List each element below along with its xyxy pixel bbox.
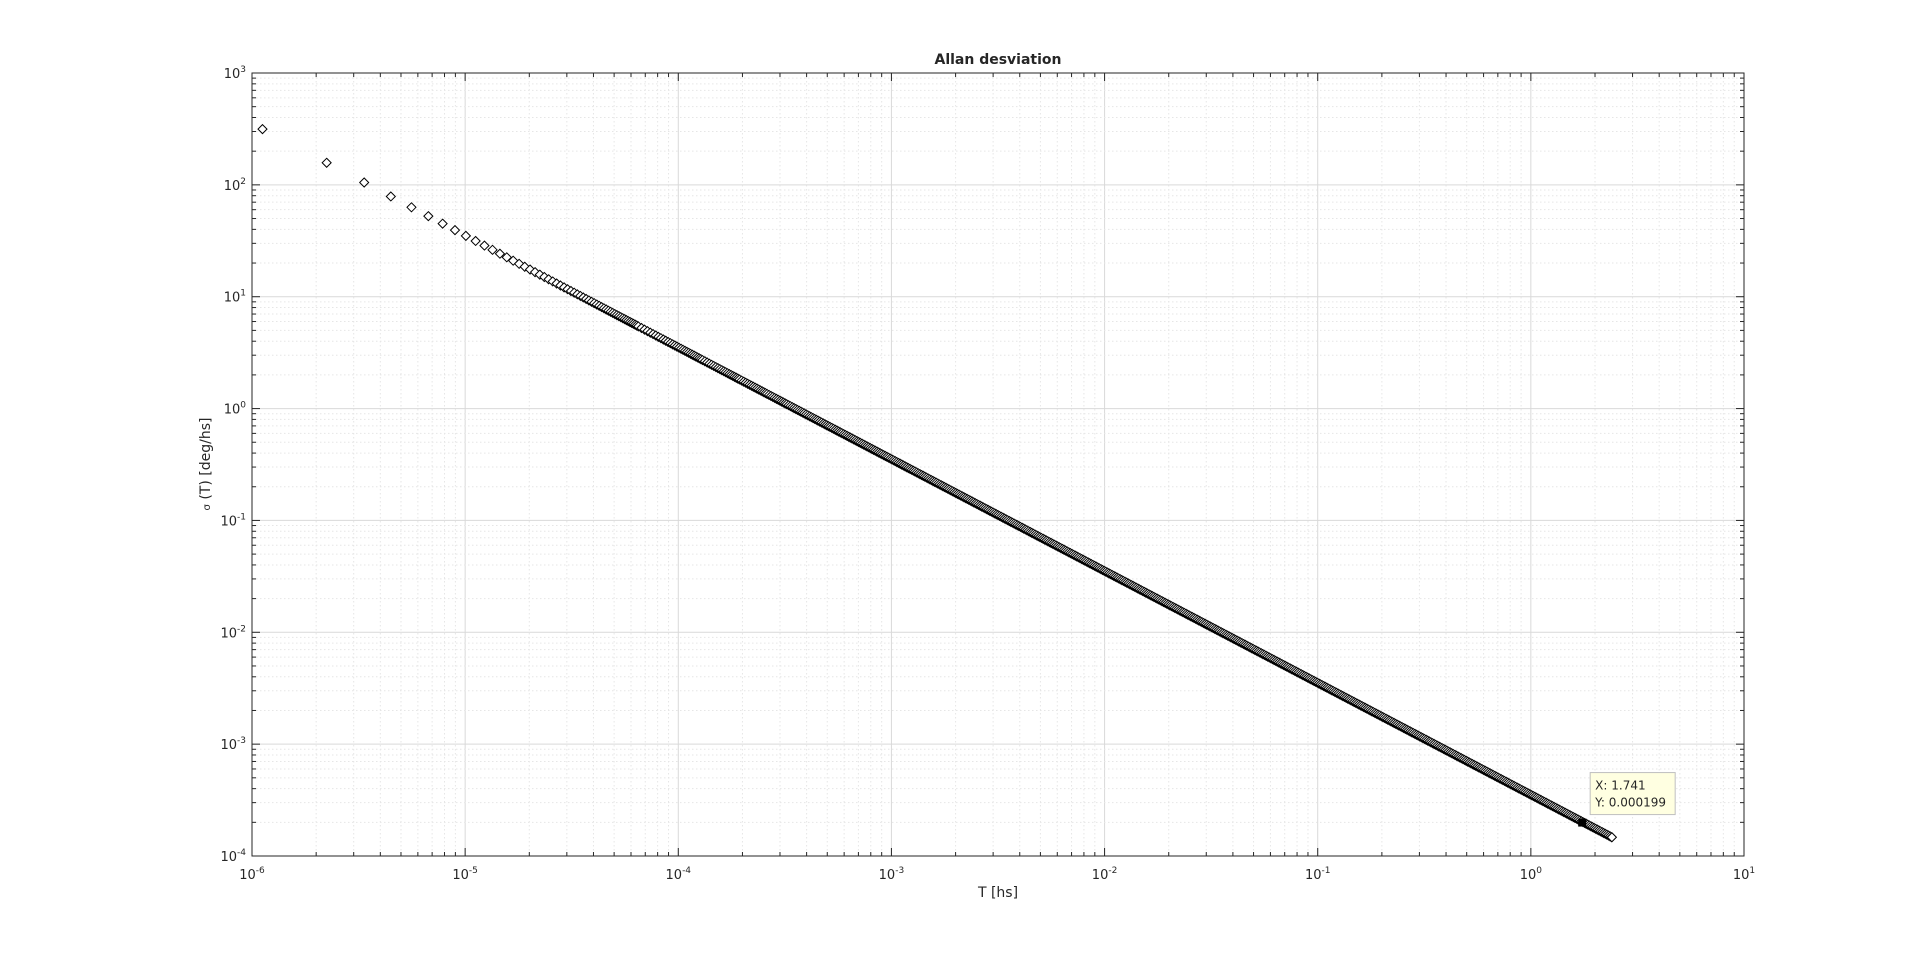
x-tick-label-base: 10 [239, 868, 256, 883]
data-point [487, 244, 498, 256]
y-axis-label: σ (T) [deg/hs] [198, 418, 214, 511]
y-tick-label-base: 10 [224, 403, 241, 418]
y-tick-label-base: 10 [220, 850, 237, 865]
data-point [406, 202, 417, 213]
y-tick-label-exponent: -2 [237, 624, 246, 634]
y-tick-label: 10-4 [220, 848, 246, 865]
x-tick-label-base: 10 [1092, 868, 1109, 883]
data-point [321, 157, 332, 168]
data-point [423, 210, 434, 222]
data-point [449, 224, 461, 236]
y-tick-label-exponent: 0 [240, 401, 246, 411]
grid-lines [252, 73, 1744, 856]
x-tick-label-base: 10 [666, 868, 683, 883]
y-tick-label: 103 [224, 65, 246, 82]
x-tick-label-exponent: -5 [469, 866, 478, 876]
data-tip[interactable]: X: 1.741 Y: 0.000199 [1578, 772, 1676, 827]
data-point [513, 258, 525, 270]
y-tick-label-exponent: 3 [240, 65, 246, 75]
data-point [524, 264, 536, 275]
x-tick-label-base: 10 [452, 868, 469, 883]
x-tick-label: 10-6 [239, 866, 265, 883]
y-tick-label-exponent: -4 [237, 848, 246, 858]
data-markers [257, 123, 1618, 843]
x-tick-label-base: 10 [1733, 868, 1750, 883]
data-point [494, 248, 506, 259]
x-tick-label: 101 [1733, 866, 1755, 883]
data-point [470, 235, 481, 247]
y-tick-label-base: 10 [224, 179, 241, 194]
y-tick-label: 10-3 [220, 736, 246, 753]
axes-box [251, 72, 1745, 857]
data-point [460, 230, 472, 242]
data-point [507, 255, 519, 266]
x-tick-label: 10-4 [666, 866, 692, 883]
x-tick-label: 10-5 [452, 866, 478, 883]
data-point [519, 261, 530, 272]
data-point [385, 191, 397, 202]
x-tick-label-base: 10 [1305, 868, 1322, 883]
data-point [534, 269, 546, 280]
y-tick-label: 10-2 [220, 624, 246, 641]
x-tick-label: 10-3 [879, 866, 905, 883]
data-point [1606, 832, 1618, 843]
x-tick-label-base: 10 [879, 868, 896, 883]
y-tick-label-exponent: 1 [240, 289, 246, 299]
y-tick-label-exponent: 2 [240, 177, 246, 187]
x-tick-label-exponent: -2 [1108, 866, 1117, 876]
x-tick-label-exponent: -1 [1321, 866, 1330, 876]
y-tick-label-base: 10 [220, 514, 237, 529]
x-axis-label: T [hs] [977, 885, 1018, 901]
datatip-box [1589, 772, 1676, 816]
y-tick-label-exponent: -1 [237, 512, 246, 522]
data-point [257, 123, 268, 135]
tick-labels: 10-6 10-5 10-4 10-3 10-2 10-1 100 10110-410-310… [220, 65, 1755, 883]
y-axis-label-symbol: σ [202, 503, 213, 510]
data-point [437, 218, 448, 229]
data-point [479, 240, 490, 251]
x-tick-label-exponent: -3 [895, 866, 904, 876]
x-tick-label-exponent: -4 [682, 866, 691, 876]
x-tick-label: 10-2 [1092, 866, 1118, 883]
y-tick-label: 10-1 [220, 512, 246, 529]
y-tick-label: 100 [224, 401, 247, 418]
y-tick-label-exponent: -3 [237, 736, 246, 746]
x-tick-label-base: 10 [1520, 868, 1537, 883]
y-tick-label-base: 10 [220, 626, 237, 641]
datatip-x-text: X: 1.741 [1595, 779, 1645, 793]
y-tick-label: 102 [224, 177, 246, 194]
x-tick-label-exponent: 1 [1749, 866, 1755, 876]
x-tick-label: 10-1 [1305, 866, 1331, 883]
data-point [358, 177, 370, 188]
y-tick-label-base: 10 [224, 291, 241, 306]
axis-ticks [251, 72, 1745, 857]
x-tick-label: 100 [1520, 866, 1543, 883]
datatip-marker [1578, 818, 1587, 827]
x-tick-label-exponent: -6 [256, 866, 265, 876]
y-tick-label-base: 10 [224, 67, 241, 82]
data-point [529, 266, 541, 278]
data-point [501, 252, 512, 263]
x-tick-label-exponent: 0 [1536, 866, 1542, 876]
y-axis-label-text: (T) [deg/hs] [198, 418, 214, 505]
chart-title: Allan desviation [934, 52, 1061, 68]
y-tick-label-base: 10 [220, 738, 237, 753]
y-tick-label: 101 [224, 289, 246, 306]
datatip-y-text: Y: 0.000199 [1594, 796, 1666, 810]
